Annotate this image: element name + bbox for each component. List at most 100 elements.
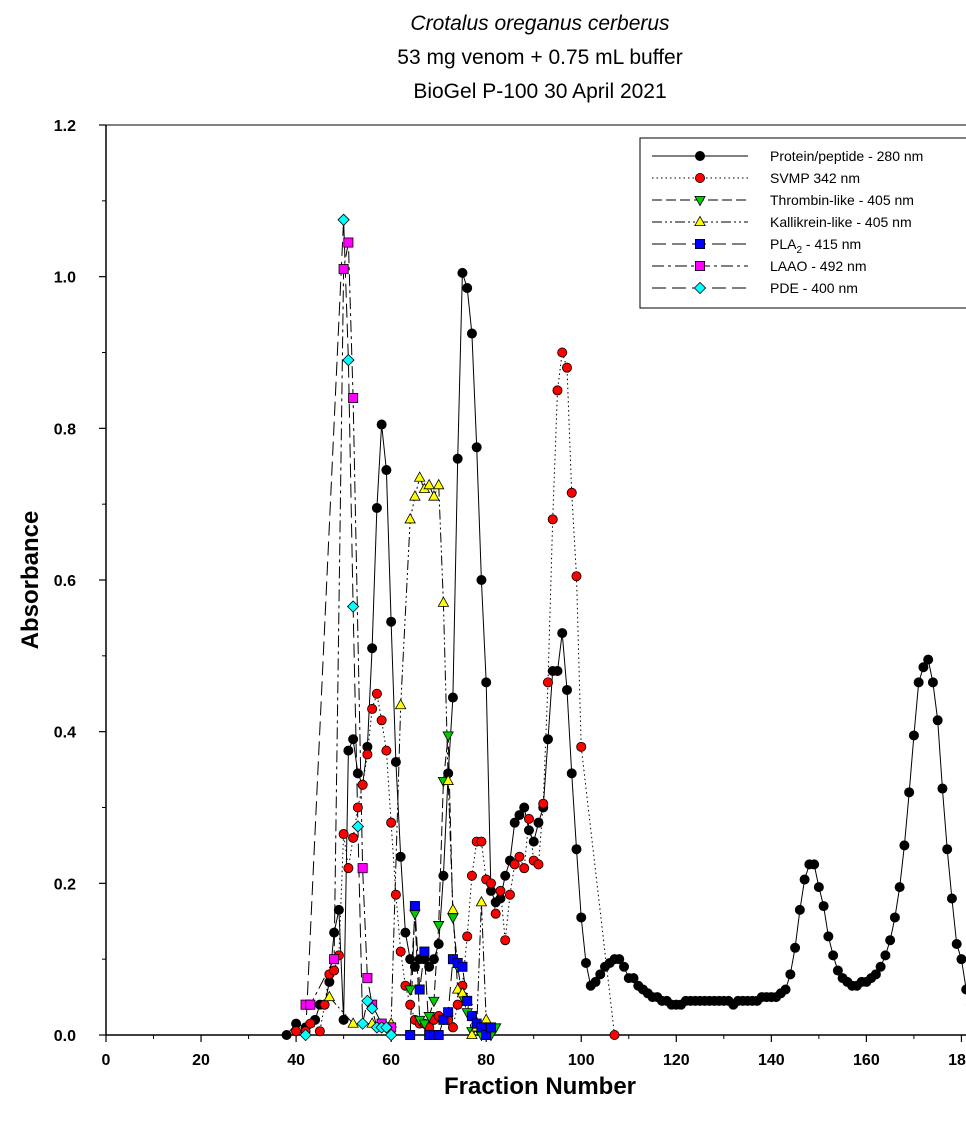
chart-subtitle-line-1: 53 mg venom + 0.75 mL buffer: [397, 46, 683, 69]
legend-label: SVMP 342 nm: [770, 170, 860, 186]
data-point: [367, 703, 378, 714]
data-point: [381, 465, 392, 476]
data-point: [695, 238, 706, 249]
data-point: [452, 999, 463, 1010]
data-point: [571, 571, 582, 582]
data-point: [305, 1018, 316, 1029]
data-point: [538, 798, 549, 809]
data-point: [813, 882, 824, 893]
data-point: [356, 1017, 369, 1030]
data-point: [386, 616, 397, 627]
data-point: [346, 600, 360, 613]
data-point: [348, 832, 359, 843]
x-tick-label: 60: [382, 1052, 400, 1069]
y-axis-label: Absorbance: [17, 511, 44, 650]
data-point: [281, 1030, 292, 1041]
data-point: [785, 969, 796, 980]
data-point: [799, 874, 810, 885]
data-point: [414, 984, 425, 995]
x-tick-label: 160: [853, 1052, 880, 1069]
data-point: [357, 863, 368, 874]
data-point: [371, 688, 382, 699]
data-point: [485, 878, 496, 889]
data-point: [462, 931, 473, 942]
data-point: [409, 961, 420, 972]
y-tick-label: 0.4: [54, 725, 76, 742]
data-point: [433, 1030, 444, 1041]
data-point: [904, 787, 915, 798]
data-point: [428, 490, 440, 501]
series-line: [305, 219, 392, 1036]
data-point: [343, 863, 354, 874]
data-point: [566, 487, 577, 498]
data-point: [961, 984, 966, 995]
data-point: [447, 1022, 458, 1033]
data-point: [913, 677, 924, 688]
chart-subtitle-line-2: BioGel P-100 30 April 2021: [413, 80, 667, 103]
data-point: [400, 927, 411, 938]
y-tick-label: 0.8: [54, 421, 76, 438]
data-point: [609, 1030, 620, 1041]
data-point: [343, 237, 354, 248]
data-point: [885, 935, 896, 946]
data-point: [889, 912, 900, 923]
data-point: [956, 954, 966, 965]
data-point: [338, 1014, 349, 1025]
y-tick-label: 0.0: [54, 1028, 76, 1045]
data-point: [875, 961, 886, 972]
data-point: [519, 863, 530, 874]
data-point: [457, 267, 468, 278]
data-point: [432, 921, 445, 932]
y-tick-label: 0.2: [54, 876, 76, 893]
series-0-markers: [281, 267, 966, 1041]
data-point: [433, 939, 444, 950]
data-point: [319, 999, 330, 1010]
data-point: [466, 1028, 478, 1039]
data-point: [357, 779, 368, 790]
data-point: [409, 909, 421, 921]
data-point: [442, 774, 454, 785]
data-point: [780, 984, 791, 995]
data-point: [519, 802, 530, 813]
data-point: [514, 851, 525, 862]
data-point: [533, 817, 544, 828]
data-point: [580, 957, 591, 968]
data-point: [576, 741, 587, 752]
y-tick-label: 1.2: [54, 118, 76, 135]
data-point: [419, 946, 430, 957]
data-point: [927, 677, 938, 688]
x-tick-label: 40: [287, 1052, 305, 1069]
series-6-markers: [299, 213, 398, 1042]
data-point: [693, 281, 707, 295]
data-point: [951, 939, 962, 950]
data-point: [409, 490, 421, 501]
data-point: [571, 844, 582, 855]
data-point: [337, 213, 350, 226]
data-point: [923, 654, 934, 665]
data-point: [481, 677, 492, 688]
y-tick-label: 1.0: [54, 270, 76, 287]
data-point: [380, 1021, 393, 1034]
data-point: [291, 1026, 302, 1037]
data-point: [894, 882, 905, 893]
data-point: [504, 889, 515, 900]
data-point: [590, 976, 601, 987]
data-point: [329, 954, 340, 965]
x-tick-label: 180: [948, 1052, 966, 1069]
data-point: [476, 836, 487, 847]
series-line: [286, 272, 966, 1036]
data-point: [381, 745, 392, 756]
data-point: [390, 889, 401, 900]
data-point: [376, 419, 387, 430]
data-point: [595, 969, 606, 980]
data-point: [628, 973, 639, 984]
data-point: [694, 215, 706, 227]
data-point: [342, 353, 355, 367]
data-point: [542, 734, 553, 745]
data-point: [338, 264, 349, 275]
data-point: [490, 908, 501, 919]
x-tick-label: 20: [192, 1052, 210, 1069]
data-point: [818, 901, 829, 912]
series-4-markers: [405, 901, 496, 1041]
data-point: [485, 1022, 496, 1033]
